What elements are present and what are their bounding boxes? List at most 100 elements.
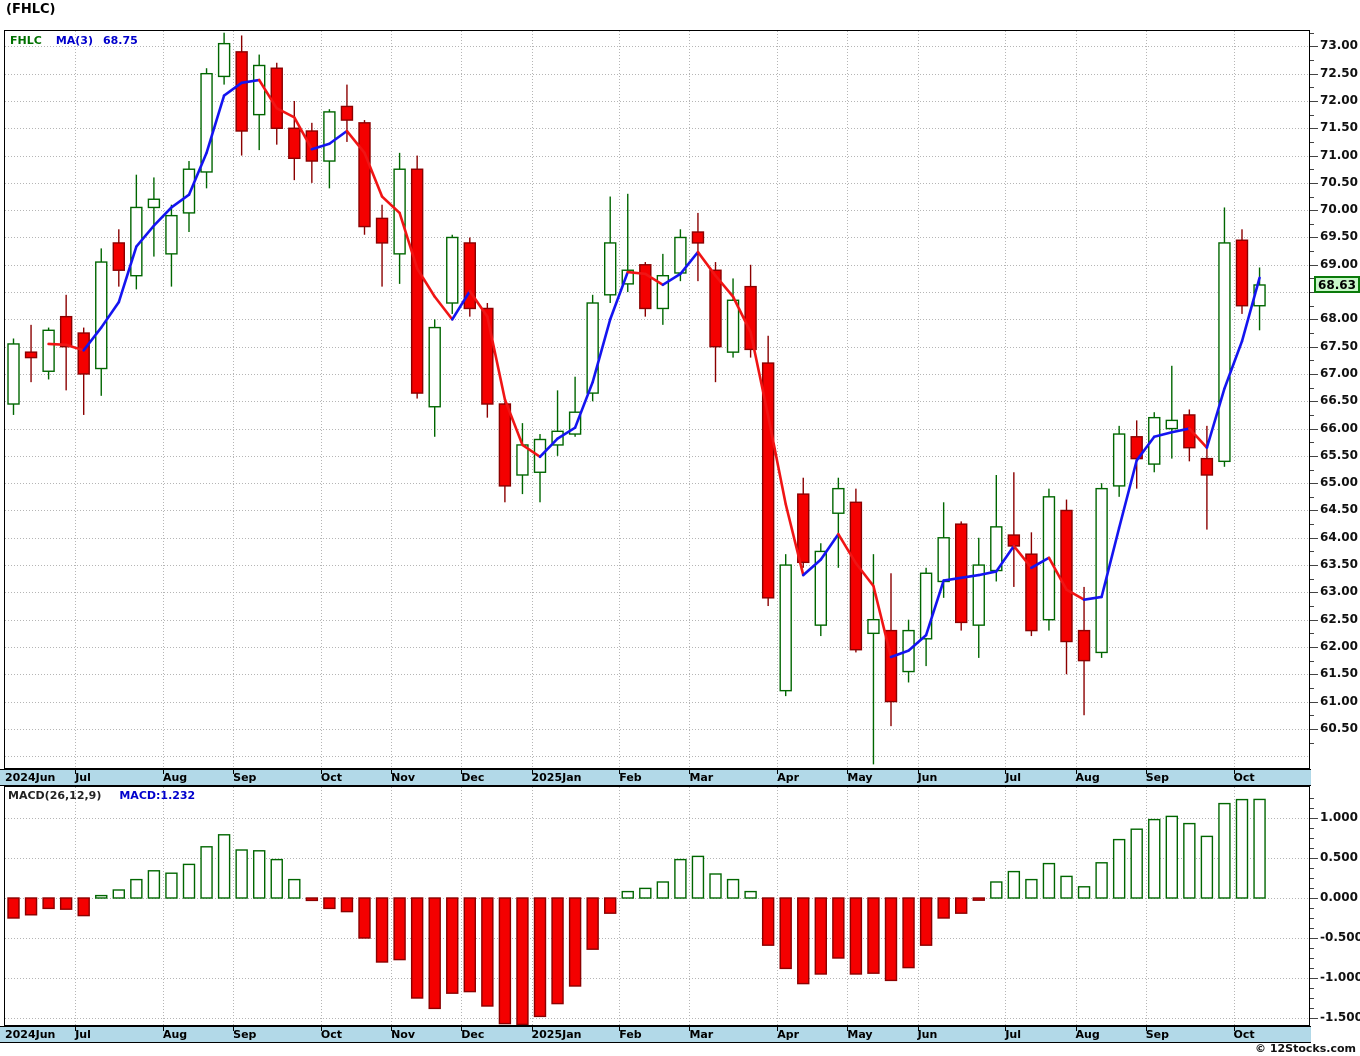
x-axis-label: Oct xyxy=(1233,771,1255,784)
last-price-badge: 68.63 xyxy=(1314,275,1360,293)
axis-tick xyxy=(1310,868,1314,869)
ma-line-segment xyxy=(994,544,1016,573)
ma-line-segment xyxy=(1030,556,1051,570)
ma-line-segment xyxy=(1047,556,1068,591)
ma-line-segment xyxy=(328,129,349,146)
candle xyxy=(551,390,564,456)
grid-group xyxy=(5,787,1309,1025)
ma-line-segment xyxy=(1188,427,1209,449)
axis-tick xyxy=(1310,373,1318,375)
macd-bar xyxy=(42,897,55,910)
macd-bar xyxy=(551,897,564,1005)
month-tick xyxy=(233,770,235,774)
axis-tick xyxy=(1310,938,1318,939)
candle-body xyxy=(323,111,336,162)
candle xyxy=(147,177,161,257)
macd-bar xyxy=(165,872,178,899)
candle-body xyxy=(849,501,863,651)
axis-tick xyxy=(1310,360,1314,362)
ma-label: MA(3) xyxy=(55,34,93,47)
macd-bar xyxy=(200,846,213,899)
y-axis-label: 69.50 xyxy=(1320,229,1358,244)
axis-tick xyxy=(1310,114,1314,116)
axis-tick xyxy=(1310,401,1318,403)
ma-line-segment xyxy=(135,224,156,248)
candle xyxy=(446,234,459,314)
candle-body xyxy=(621,269,634,285)
axis-tick xyxy=(1310,878,1314,879)
ma-line-segment xyxy=(1240,276,1261,343)
candle-body xyxy=(375,217,389,244)
x-axis-label: Dec xyxy=(461,1028,485,1041)
candle xyxy=(814,543,827,637)
ma-line-group xyxy=(47,78,1261,659)
axis-tick xyxy=(1310,551,1314,553)
x-axis-band-price: 2024Jun Jul Aug Sep Oct Nov Dec 2025Jan Feb Mar Ap… xyxy=(0,769,1311,786)
month-tick xyxy=(1005,1027,1007,1031)
candle-body xyxy=(656,274,670,310)
y-axis-label: 65.00 xyxy=(1320,475,1358,490)
axis-tick xyxy=(1310,60,1314,62)
month-tick xyxy=(847,1027,849,1031)
candle xyxy=(1025,532,1038,637)
month-tick xyxy=(461,1027,463,1031)
candle-body xyxy=(305,130,319,162)
month-tick xyxy=(461,770,463,774)
macd-bar xyxy=(393,897,406,961)
axis-tick xyxy=(1310,73,1318,75)
price-chart-canvas xyxy=(4,30,1310,769)
x-axis-label: Feb xyxy=(619,1028,642,1041)
candle xyxy=(533,434,547,503)
axis-tick xyxy=(1310,578,1314,580)
macd-bar xyxy=(779,897,792,970)
month-tick xyxy=(917,1027,919,1031)
macd-bar xyxy=(1007,870,1021,899)
macd-bar xyxy=(95,894,108,899)
axis-tick xyxy=(1310,251,1314,253)
ma-line-segment xyxy=(661,272,682,287)
ma-line-segment xyxy=(257,78,279,110)
candle xyxy=(182,161,196,233)
x-axis-label: Jul xyxy=(75,771,91,784)
macd-bar xyxy=(235,849,248,899)
axis-tick xyxy=(1310,46,1318,48)
ma-line-segment xyxy=(1223,339,1244,390)
month-tick xyxy=(1075,770,1077,774)
x-axis-label: Apr xyxy=(777,771,799,784)
ma-line-segment xyxy=(1170,427,1191,434)
macd-params-label: MACD(26,12,9) xyxy=(8,789,102,802)
candle xyxy=(1183,409,1196,462)
month-tick xyxy=(320,1027,322,1031)
macd-bar xyxy=(252,850,266,899)
candle-body xyxy=(797,493,810,564)
month-tick xyxy=(619,770,621,774)
macd-bar xyxy=(358,897,371,939)
ma-value: 68.75 xyxy=(102,34,138,47)
x-axis-label: Aug xyxy=(162,771,188,784)
y-axis-label: 68.00 xyxy=(1320,311,1358,326)
candle-body xyxy=(1025,553,1038,632)
candle xyxy=(165,204,178,287)
candle xyxy=(621,193,634,293)
ma-line-segment xyxy=(626,270,647,276)
macd-value-label: MACD:1.232 xyxy=(119,789,196,802)
month-tick xyxy=(75,770,77,774)
macd-bar xyxy=(990,881,1003,899)
macd-bar xyxy=(77,897,90,917)
macd-bar xyxy=(375,897,389,963)
candle xyxy=(586,294,599,402)
ma-line-segment xyxy=(310,142,331,151)
candle xyxy=(779,554,792,697)
ma-line-segment xyxy=(205,94,226,155)
y-axis-label: 70.00 xyxy=(1320,202,1358,217)
candle-body xyxy=(867,618,880,635)
macd-bar xyxy=(270,858,283,899)
ma-line-segment xyxy=(345,129,366,155)
axis-tick xyxy=(1310,428,1318,430)
ma-line-segment xyxy=(503,398,524,447)
axis-tick xyxy=(1310,414,1314,416)
macd-bar xyxy=(744,890,757,899)
macd-bar xyxy=(1218,802,1231,899)
candle-body xyxy=(726,299,740,353)
x-axis-label: Nov xyxy=(391,1028,416,1041)
